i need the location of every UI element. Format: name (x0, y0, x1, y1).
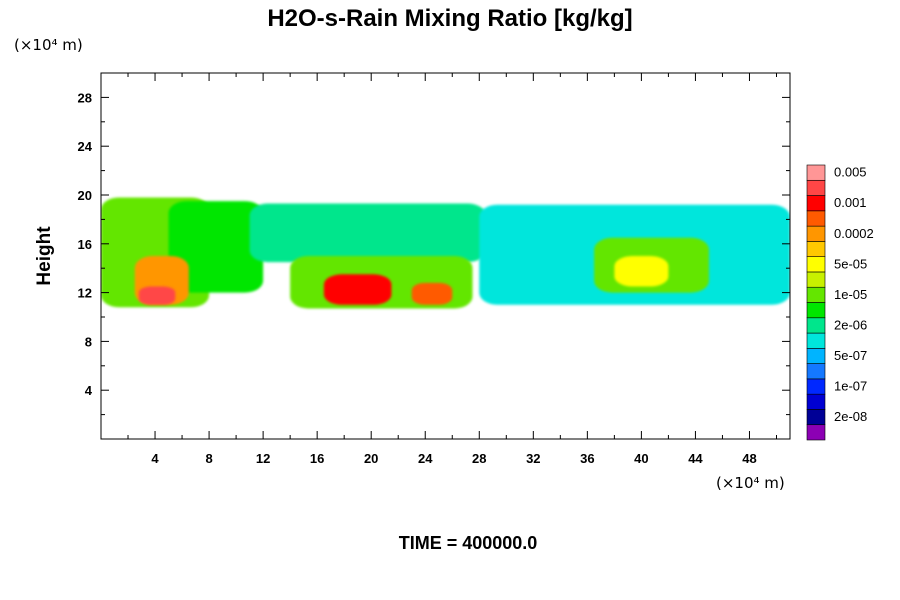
x-tick-label: 40 (634, 451, 648, 466)
x-tick-label: 24 (418, 451, 433, 466)
colorbar-swatch (806, 179, 826, 196)
y-tick-label: 8 (85, 334, 92, 349)
plot-frame (100, 72, 791, 440)
chart-title: H2O-s-Rain Mixing Ratio [kg/kg] (267, 5, 632, 32)
colorbar-swatch (806, 210, 826, 227)
colorbar-label: 0.005 (834, 165, 867, 180)
colorbar-swatch (806, 393, 826, 410)
y-tick-label: 28 (78, 90, 92, 105)
field-region-10 (614, 256, 669, 287)
colorbar: 2e-08 1e-07 5e-07 2e-06 1e-05 5e-05 0.0002 0.00… (806, 164, 874, 441)
y-tick-label: 24 (78, 139, 93, 154)
x-tick-label: 12 (256, 451, 270, 466)
colorbar-swatch (806, 286, 826, 303)
field-region-6 (138, 286, 176, 305)
colorbar-label: 5e-05 (834, 256, 867, 271)
colorbar-swatch (806, 332, 826, 349)
colorbar-swatch (806, 195, 826, 212)
x-tick-label: 4 (151, 451, 159, 466)
x-tick-label: 36 (580, 451, 594, 466)
field-region-2 (249, 203, 487, 263)
x-tick-label: 28 (472, 451, 486, 466)
field-layer (101, 197, 790, 309)
x-tick-label: 8 (205, 451, 212, 466)
y-axis: 4 8 12 16 20 24 28 (78, 90, 790, 416)
colorbar-swatch (806, 256, 826, 273)
x-tick-label: 32 (526, 451, 540, 466)
colorbar-swatch (806, 378, 826, 395)
colorbar-label: 1e-07 (834, 379, 867, 394)
colorbar-swatch (806, 317, 826, 334)
y-tick-label: 4 (85, 383, 93, 398)
colorbar-swatch (806, 241, 826, 257)
y-unit-label: (×10⁴ m) (14, 36, 83, 54)
colorbar-swatch (806, 348, 826, 364)
colorbar-swatch (806, 363, 826, 380)
x-tick-label: 20 (364, 451, 378, 466)
y-tick-label: 20 (78, 188, 92, 203)
x-tick-label: 48 (742, 451, 756, 466)
y-axis-label: Height (34, 226, 55, 286)
field-region-7 (323, 274, 392, 305)
field-region-8 (411, 282, 453, 305)
colorbar-swatch (806, 424, 826, 441)
y-tick-label: 16 (78, 237, 92, 252)
y-tick-label: 12 (78, 286, 92, 301)
colorbar-label: 5e-07 (834, 348, 867, 363)
colorbar-swatch (806, 271, 826, 288)
x-tick-label: 44 (688, 451, 703, 466)
time-footer: TIME = 400000.0 (399, 533, 538, 553)
x-tick-label: 16 (310, 451, 324, 466)
colorbar-swatch (806, 409, 826, 426)
x-unit-label: (×10⁴ m) (716, 474, 785, 492)
field-region-1 (168, 201, 264, 293)
colorbar-label: 0.001 (834, 195, 867, 210)
colorbar-label: 0.0002 (834, 226, 874, 241)
colorbar-swatch (806, 302, 826, 319)
colorbar-label: 1e-05 (834, 287, 867, 302)
colorbar-label: 2e-06 (834, 317, 867, 332)
colorbar-label: 2e-08 (834, 409, 867, 424)
x-axis: 4 8 12 16 20 24 28 32 36 40 44 48 (127, 73, 777, 466)
colorbar-swatch (806, 225, 826, 242)
colorbar-swatch (806, 164, 826, 181)
